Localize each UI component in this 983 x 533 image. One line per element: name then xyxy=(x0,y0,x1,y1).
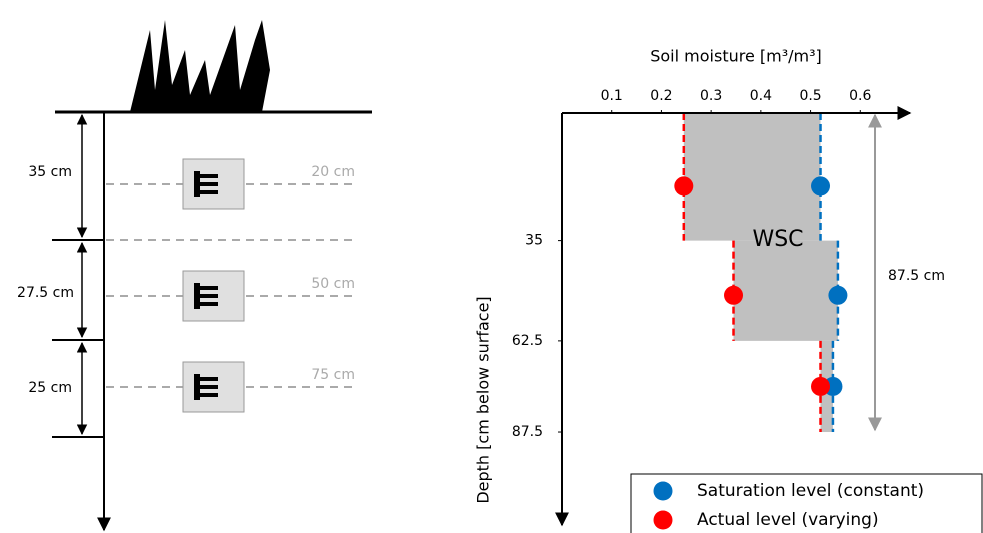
x-tick-label: 0.1 xyxy=(601,88,623,104)
chart: Soil moisture [m³/m³] Depth [cm below sur… xyxy=(474,47,983,533)
y-tick-label: 62.5 xyxy=(512,333,543,349)
sensor-icon xyxy=(194,171,200,197)
level-point xyxy=(828,285,848,305)
sensors: 20 cm 50 cm 75 cm xyxy=(106,158,355,413)
x-tick-label: 0.2 xyxy=(650,88,672,104)
x-axis-title: Soil moisture [m³/m³] xyxy=(650,47,822,66)
legend-marker xyxy=(653,510,673,530)
sensor-prong xyxy=(200,385,218,389)
y-tick-label: 87.5 xyxy=(512,424,543,440)
sensor-prong xyxy=(200,377,218,381)
sensor-prong xyxy=(200,393,218,397)
grass xyxy=(130,20,270,112)
level-point xyxy=(674,176,694,196)
sensor-prong xyxy=(200,190,218,194)
x-tick-label: 0.5 xyxy=(799,88,821,104)
layer-label: 27.5 cm xyxy=(17,285,74,301)
x-tick-label: 0.3 xyxy=(700,88,722,104)
sensor-prong xyxy=(200,286,218,290)
sensor-prong xyxy=(200,174,218,178)
sensor-prong xyxy=(200,302,218,306)
sensor-prong xyxy=(200,294,218,298)
soil-diagram: 35 cm 27.5 cm 25 cm 20 cm 50 cm 75 cm xyxy=(17,20,372,532)
sensor-icon xyxy=(194,283,200,309)
sensor-depth-label: 50 cm xyxy=(311,276,355,292)
x-tick-label: 0.6 xyxy=(849,88,871,104)
y-axis-title: Depth [cm below surface] xyxy=(474,296,493,503)
span-label: 87.5 cm xyxy=(888,268,945,284)
x-tick-label: 0.4 xyxy=(750,88,772,104)
legend-label: Saturation level (constant) xyxy=(697,481,924,501)
legend-marker xyxy=(653,481,673,501)
y-tick-label: 35 xyxy=(525,233,543,249)
wsc-area xyxy=(683,113,821,241)
level-point xyxy=(724,285,744,305)
area-label: WSC xyxy=(752,227,803,252)
sensor-prong xyxy=(200,182,218,186)
layer-label: 25 cm xyxy=(28,380,72,396)
legend-box xyxy=(630,473,983,533)
sensor-depth-label: 20 cm xyxy=(311,164,355,180)
level-point xyxy=(811,376,831,396)
level-point xyxy=(811,176,831,196)
layer-label: 35 cm xyxy=(28,164,72,180)
sensor-icon xyxy=(194,374,200,400)
legend-label: Actual level (varying) xyxy=(697,510,879,530)
wsc-area xyxy=(733,240,838,341)
sensor-depth-label: 75 cm xyxy=(311,367,355,383)
